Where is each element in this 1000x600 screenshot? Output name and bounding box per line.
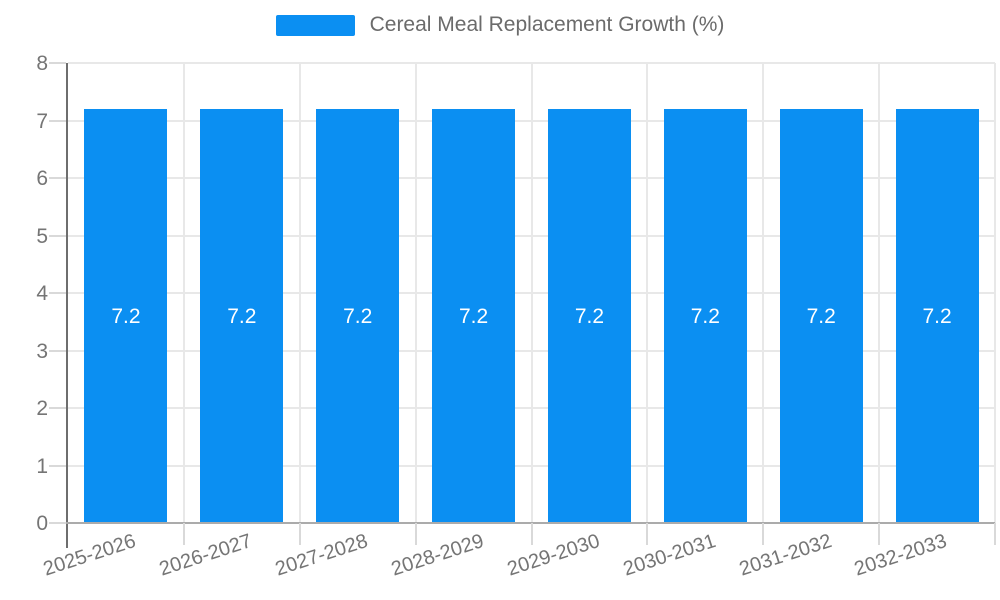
y-axis-tick [49, 177, 66, 179]
gridline-x [994, 63, 996, 523]
chart-legend[interactable]: Cereal Meal Replacement Growth (%) [0, 13, 1000, 37]
x-axis-tick-label: 2032-2033 [852, 530, 950, 581]
x-axis-tick [762, 523, 765, 545]
gridline-x [414, 63, 417, 523]
x-axis-tick-label: 2030-2031 [620, 530, 719, 581]
gridline-x [182, 63, 185, 523]
bar: 7.2 [432, 109, 516, 523]
bar-value-label: 7.2 [690, 304, 720, 328]
bar: 7.2 [316, 109, 400, 523]
y-axis-tick-label: 1 [36, 454, 48, 478]
bar: 7.2 [663, 109, 747, 523]
x-axis-tick-label: 2031-2032 [736, 530, 834, 581]
x-axis-line [50, 522, 995, 524]
y-axis-tick-label: 5 [36, 224, 48, 248]
gridline-x [646, 63, 649, 523]
bar-value-label: 7.2 [111, 304, 141, 328]
bar: 7.2 [895, 109, 979, 523]
bar: 7.2 [779, 109, 863, 523]
gridline-x [298, 63, 301, 523]
y-axis-tick-label: 4 [36, 282, 48, 305]
plot-area: 7.2 7.2 7.2 7.2 7.2 7.2 7.2 7.2 [68, 62, 996, 523]
x-axis-tick-label: 2026-2027 [156, 530, 255, 581]
bar-value-label: 7.2 [458, 304, 489, 328]
legend-label: Cereal Meal Replacement Growth (%) [369, 13, 725, 36]
bar-value-label: 7.2 [806, 304, 836, 328]
gridline-x [530, 63, 533, 523]
bar-value-label: 7.2 [227, 304, 257, 328]
x-axis-tick [182, 523, 185, 545]
y-axis-tick [49, 407, 66, 409]
x-axis-tick-label: 2025-2026 [40, 530, 139, 581]
y-axis-tick-label: 7 [36, 109, 48, 133]
y-axis-tick-label: 8 [36, 52, 48, 75]
y-axis-tick [49, 464, 66, 467]
x-axis-tick [298, 523, 301, 545]
bar: 7.2 [200, 109, 284, 523]
x-axis-tick-label: 2028-2029 [388, 530, 487, 581]
y-axis-tick-label: 6 [36, 167, 48, 190]
x-axis-tick [530, 523, 533, 545]
x-axis-tick-label: 2029-2030 [504, 530, 603, 581]
y-axis-tick [49, 292, 66, 294]
gridline-x [762, 63, 765, 523]
bar: 7.2 [84, 109, 168, 523]
x-axis-tick [878, 523, 881, 545]
bar-value-label: 7.2 [574, 304, 605, 328]
y-axis-tick-label: 3 [36, 339, 48, 363]
gridline-x [878, 63, 881, 523]
bar-value-label: 7.2 [922, 304, 952, 328]
bar-value-label: 7.2 [343, 304, 373, 328]
x-axis-tick-label: 2027-2028 [272, 530, 371, 581]
y-axis-tick [49, 349, 66, 352]
y-axis-tick [49, 62, 66, 64]
x-axis-tick [646, 523, 649, 545]
x-axis-tick [414, 523, 417, 545]
y-axis-tick [49, 522, 66, 524]
y-axis-tick [49, 234, 66, 237]
legend-swatch-icon [275, 14, 355, 36]
y-axis-line [66, 63, 68, 548]
y-axis-tick-label: 0 [36, 512, 48, 535]
y-axis-tick [49, 119, 66, 122]
bar: 7.2 [547, 109, 631, 523]
x-axis-tick [994, 523, 996, 545]
y-axis-tick-label: 2 [36, 397, 48, 420]
